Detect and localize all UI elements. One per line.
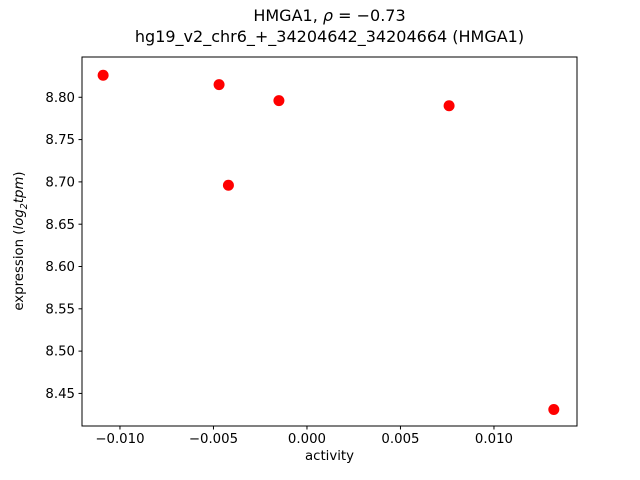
y-tick-label: 8.50: [45, 345, 75, 360]
x-tick-label: −0.010: [95, 432, 144, 447]
plot-frame: [81, 56, 578, 427]
chart-title-line1: HMGA1, ρ = −0.73: [82, 5, 577, 26]
title-gene-label: HMGA1,: [253, 6, 323, 25]
y-tick-label: 8.70: [45, 175, 75, 190]
y-tick-label: 8.65: [45, 218, 75, 233]
y-tick-label: 8.75: [45, 133, 75, 148]
y-tick-label: 8.45: [45, 387, 75, 402]
y-tick-label: 8.60: [45, 260, 75, 275]
title-rho-symbol: ρ: [322, 6, 334, 25]
title-correlation-value: = −0.73: [333, 6, 406, 25]
x-tick-label: 0.005: [381, 432, 419, 447]
chart-subtitle: hg19_v2_chr6_+_34204642_34204664 (HMGA1): [134, 27, 525, 46]
data-point: [222, 179, 234, 191]
y-tick-label: 8.55: [45, 302, 75, 317]
x-tick-label: 0.000: [288, 432, 326, 447]
data-point: [548, 404, 560, 416]
data-point: [213, 79, 225, 91]
x-tick-label: −0.005: [189, 432, 238, 447]
chart-title: HMGA1, ρ = −0.73 hg19_v2_chr6_+_34204642…: [82, 5, 577, 47]
data-point: [443, 100, 455, 112]
x-axis-label: activity: [304, 449, 354, 464]
x-tick-label: 0.010: [475, 432, 513, 447]
y-tick-label: 8.80: [45, 91, 75, 106]
data-point: [97, 69, 109, 81]
data-point: [273, 95, 285, 107]
